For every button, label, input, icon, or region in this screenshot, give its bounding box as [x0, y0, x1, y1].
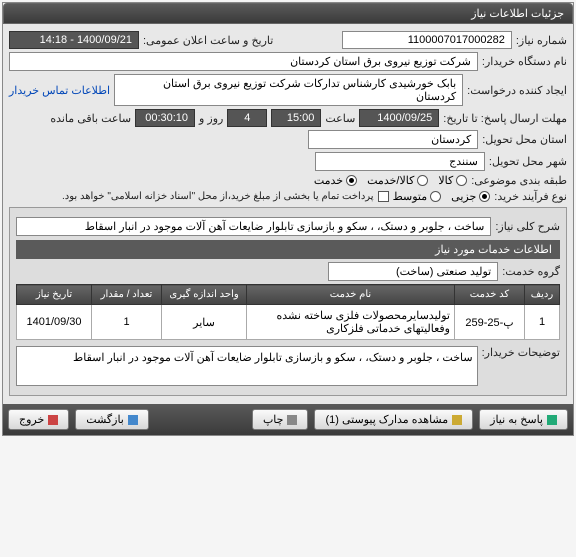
back-button[interactable]: بازگشت	[75, 409, 149, 430]
radio-icon	[430, 191, 441, 202]
service-group-label: گروه خدمت:	[502, 265, 560, 278]
view-attach-label: مشاهده مدارک پیوستی (1)	[325, 413, 448, 426]
back-label: بازگشت	[86, 413, 124, 426]
contact-link[interactable]: اطلاعات تماس خریدار	[9, 84, 110, 97]
radio-kala-khedmat[interactable]: کالا/خدمت	[367, 174, 428, 187]
cell-date: 1401/09/30	[17, 305, 92, 340]
announce-dt-value: 1400/09/21 - 14:18	[9, 31, 139, 49]
details-panel: جزئیات اطلاعات نیاز شماره نیاز: 11000070…	[2, 2, 574, 436]
subject-class-label: طبقه بندی موضوعی:	[471, 174, 567, 187]
process-type-radios: جزیی متوسط	[393, 190, 491, 203]
cell-code: پ-25-259	[455, 305, 525, 340]
panel-content: شماره نیاز: 1100007017000282 تاریخ و ساع…	[3, 24, 573, 404]
province-label: استان محل تحویل:	[482, 133, 567, 146]
services-table: ردیف کد خدمت نام خدمت واحد اندازه گیری ت…	[16, 284, 560, 340]
general-desc-value: ساخت ، جلوبر و دستک، ، سکو و بازسازی تاب…	[16, 217, 491, 236]
th-qty: تعداد / مقدار	[92, 285, 162, 305]
city-value: سنندج	[315, 152, 485, 171]
exit-icon	[48, 415, 58, 425]
buyer-notes-value: ساخت ، جلوبر و دستک، ، سکو و بازسازی تاب…	[16, 346, 478, 386]
deadline-remain: 00:30:10	[135, 109, 195, 127]
radio-kala-label: کالا	[438, 174, 453, 187]
radio-khedmat[interactable]: خدمت	[314, 174, 357, 187]
need-number-value: 1100007017000282	[342, 31, 512, 49]
view-attachments-button[interactable]: مشاهده مدارک پیوستی (1)	[314, 409, 473, 430]
radio-icon	[346, 175, 357, 186]
th-unit: واحد اندازه گیری	[162, 285, 247, 305]
service-group-value: تولید صنعتی (ساخت)	[328, 262, 498, 281]
announce-dt-label: تاریخ و ساعت اعلان عمومی:	[143, 34, 273, 47]
deadline-days-label: روز و	[199, 112, 223, 125]
radio-jozei-label: جزیی	[451, 190, 476, 203]
cell-name: تولیدسایرمحصولات فلزی ساخته نشده وفعالیت…	[247, 305, 455, 340]
radio-icon	[479, 191, 490, 202]
buyer-name-value: شرکت توزیع نیروی برق استان کردستان	[9, 52, 478, 71]
reply-icon	[547, 415, 557, 425]
row-province: استان محل تحویل: کردستان	[9, 130, 567, 149]
deadline-time-label1: ساعت	[325, 112, 355, 125]
radio-motavaset[interactable]: متوسط	[393, 190, 442, 203]
row-buyer-name: نام دستگاه خریدار: شرکت توزیع نیروی برق …	[9, 52, 567, 71]
radio-icon	[417, 175, 428, 186]
creator-value: بابک خورشیدی کارشناس تدارکات شرکت توزیع …	[114, 74, 463, 106]
process-type-note: پرداخت تمام یا بخشی از مبلغ خرید،از محل …	[62, 191, 374, 202]
buyer-notes-label: توضیحات خریدار:	[482, 346, 560, 359]
deadline-label: مهلت ارسال پاسخ: تا تاریخ:	[443, 112, 567, 125]
cell-unit: سایر	[162, 305, 247, 340]
row-buyer-notes: توضیحات خریدار: ساخت ، جلوبر و دستک، ، س…	[16, 346, 560, 386]
creator-label: ایجاد کننده درخواست:	[467, 84, 567, 97]
row-deadline: مهلت ارسال پاسخ: تا تاریخ: 1400/09/25 سا…	[9, 109, 567, 127]
treasury-checkbox[interactable]	[378, 191, 389, 202]
print-button[interactable]: چاپ	[252, 409, 309, 430]
radio-kala-khedmat-label: کالا/خدمت	[367, 174, 414, 187]
deadline-time: 15:00	[271, 109, 321, 127]
general-desc-label: شرح کلی نیاز:	[495, 220, 560, 233]
buyer-name-label: نام دستگاه خریدار:	[482, 55, 567, 68]
attachment-icon	[452, 415, 462, 425]
row-process-type: نوع فرآیند خرید: جزیی متوسط پرداخت تمام …	[9, 190, 567, 203]
print-icon	[287, 415, 297, 425]
row-need-number: شماره نیاز: 1100007017000282 تاریخ و ساع…	[9, 31, 567, 49]
row-creator: ایجاد کننده درخواست: بابک خورشیدی کارشنا…	[9, 74, 567, 106]
row-city: شهر محل تحویل: سنندج	[9, 152, 567, 171]
deadline-days: 4	[227, 109, 267, 127]
exit-label: خروج	[19, 413, 44, 426]
reply-button-label: پاسخ به نیاز	[490, 413, 543, 426]
back-icon	[128, 415, 138, 425]
row-general-desc: شرح کلی نیاز: ساخت ، جلوبر و دستک، ، سکو…	[16, 217, 560, 236]
button-bar: پاسخ به نیاز مشاهده مدارک پیوستی (1) چاپ…	[3, 404, 573, 435]
row-subject-class: طبقه بندی موضوعی: کالا کالا/خدمت خدمت	[9, 174, 567, 187]
exit-button[interactable]: خروج	[8, 409, 69, 430]
th-idx: ردیف	[525, 285, 560, 305]
table-header-row: ردیف کد خدمت نام خدمت واحد اندازه گیری ت…	[17, 285, 560, 305]
radio-icon	[456, 175, 467, 186]
need-number-label: شماره نیاز:	[516, 34, 567, 47]
province-value: کردستان	[308, 130, 478, 149]
reply-button[interactable]: پاسخ به نیاز	[479, 409, 568, 430]
th-name: نام خدمت	[247, 285, 455, 305]
th-date: تاریخ نیاز	[17, 285, 92, 305]
th-code: کد خدمت	[455, 285, 525, 305]
process-type-label: نوع فرآیند خرید:	[494, 190, 567, 203]
table-row: 1 پ-25-259 تولیدسایرمحصولات فلزی ساخته ن…	[17, 305, 560, 340]
deadline-date: 1400/09/25	[359, 109, 439, 127]
deadline-remain-label: ساعت باقی مانده	[50, 112, 131, 125]
inner-box: شرح کلی نیاز: ساخت ، جلوبر و دستک، ، سکو…	[9, 207, 567, 396]
subject-class-radios: کالا کالا/خدمت خدمت	[314, 174, 467, 187]
cell-qty: 1	[92, 305, 162, 340]
print-label: چاپ	[263, 413, 284, 426]
radio-motavaset-label: متوسط	[393, 190, 428, 203]
cell-idx: 1	[525, 305, 560, 340]
radio-kala[interactable]: کالا	[438, 174, 467, 187]
row-service-group: گروه خدمت: تولید صنعتی (ساخت)	[16, 262, 560, 281]
services-header: اطلاعات خدمات مورد نیاز	[16, 240, 560, 259]
radio-khedmat-label: خدمت	[314, 174, 343, 187]
radio-jozei[interactable]: جزیی	[451, 190, 490, 203]
city-label: شهر محل تحویل:	[489, 155, 567, 168]
panel-title: جزئیات اطلاعات نیاز	[3, 3, 573, 24]
